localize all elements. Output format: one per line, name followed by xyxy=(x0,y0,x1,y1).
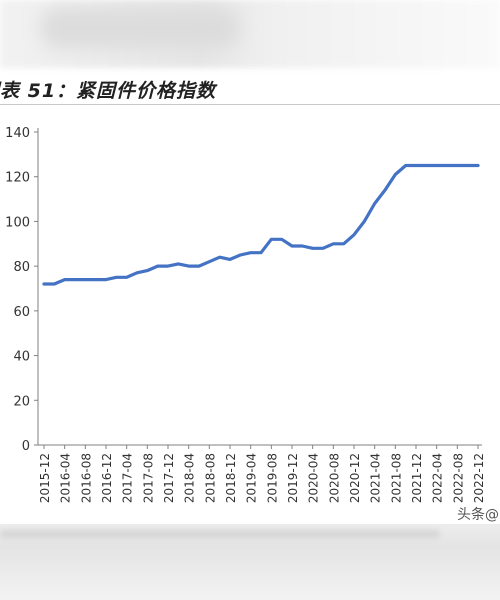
chart-title: 图表 51：紧固件价格指数 xyxy=(0,80,217,102)
price-index-line-chart: 0 20 40 60 80 100 120 140 2015-12 2016-04 2016-08… xyxy=(5,126,486,503)
x-axis: 2015-12 2016-04 2016-08 2016-12 2017-04 2017-… xyxy=(38,444,486,503)
x-tick-label: 2021-08 xyxy=(389,453,403,503)
x-tick-label: 2016-12 xyxy=(100,453,114,503)
title-divider xyxy=(0,104,500,105)
x-tick-label: 2022-08 xyxy=(451,453,465,503)
x-tick-label: 2018-12 xyxy=(224,453,238,503)
x-tick-label: 2015-12 xyxy=(38,453,52,503)
y-tick-label: 0 xyxy=(22,439,30,454)
watermark-text: 头条@ xyxy=(457,507,499,523)
x-tick-label: 2021-04 xyxy=(369,453,383,503)
x-tick-label: 2020-12 xyxy=(348,453,362,503)
x-tick-label: 2022-04 xyxy=(431,453,445,503)
x-tick-label: 2017-08 xyxy=(141,453,155,503)
y-tick-label: 80 xyxy=(13,260,30,275)
price-index-line xyxy=(42,163,480,286)
x-tick-label: 2019-08 xyxy=(265,453,279,503)
x-tick-label: 2022-12 xyxy=(472,453,486,503)
x-tick-label: 2020-04 xyxy=(307,453,321,503)
series-layer xyxy=(42,163,480,286)
x-tick-label: 2018-08 xyxy=(203,453,217,503)
x-tick-label: 2018-04 xyxy=(183,453,197,503)
x-tick-label: 2017-12 xyxy=(162,453,176,503)
y-tick-label: 140 xyxy=(5,126,30,141)
blurred-header-area xyxy=(0,0,500,68)
y-tick-label: 120 xyxy=(5,171,30,186)
x-tick-label: 2020-08 xyxy=(327,453,341,503)
x-tick-label: 2017-04 xyxy=(121,453,135,503)
x-tick-label: 2019-12 xyxy=(286,453,300,503)
x-tick-label: 2016-04 xyxy=(59,453,73,503)
y-tick-label: 60 xyxy=(13,305,30,320)
y-tick-label: 20 xyxy=(13,394,30,409)
x-tick-label: 2021-12 xyxy=(410,453,424,503)
blurred-footer-area xyxy=(0,524,500,600)
y-tick-label: 40 xyxy=(13,350,30,365)
y-axis: 0 20 40 60 80 100 120 140 xyxy=(5,126,39,454)
x-tick-label: 2019-04 xyxy=(245,453,259,503)
x-tick-label: 2016-08 xyxy=(79,453,93,503)
y-tick-label: 100 xyxy=(5,215,30,230)
